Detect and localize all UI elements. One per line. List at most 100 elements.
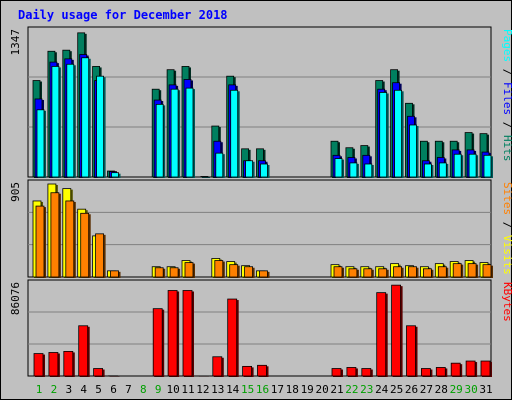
bar-sites-day-23 [363, 268, 373, 278]
bar-sites-day-22 [348, 268, 358, 278]
bar-kbytes-day-22 [346, 367, 357, 377]
x-tick-label: 27 [420, 383, 433, 396]
bar-kbytes-day-16 [257, 364, 267, 377]
x-tick-label: 22 [345, 383, 358, 396]
bar-sites-day-26 [408, 266, 417, 278]
x-tick-label: 25 [390, 383, 403, 396]
bar-kbytes-day-9 [152, 308, 163, 377]
bar-sites-day-10 [169, 267, 179, 278]
bar-kbytes-day-27 [420, 368, 431, 377]
bar-kbytes-day-28 [435, 367, 446, 377]
legend-hits-files-pages: Pages / Files / Hits [501, 29, 512, 162]
bar-pages-day-29 [453, 153, 462, 178]
legend-entry: Sites [501, 182, 512, 215]
bar-sites-day-16 [259, 270, 268, 278]
y-axis-max-label: 905 [9, 182, 22, 202]
x-tick-label: 1 [36, 383, 43, 396]
x-tick-label: 12 [196, 383, 209, 396]
bar-pages-day-1 [36, 109, 45, 178]
x-tick-label: 20 [315, 383, 328, 396]
bar-kbytes-day-24 [376, 292, 387, 377]
x-tick-label: 14 [226, 383, 240, 396]
bar-kbytes-day-31 [480, 360, 491, 377]
bar-pages-day-21 [334, 158, 343, 178]
x-tick-label: 7 [125, 383, 132, 396]
bar-sites-day-31 [482, 264, 492, 278]
bar-kbytes-day-10 [167, 290, 178, 377]
bar-pages-day-28 [438, 162, 447, 178]
bar-sites-day-5 [95, 233, 104, 278]
bar-pages-day-6 [111, 172, 119, 178]
bar-pages-day-22 [349, 162, 358, 178]
bar-pages-day-9 [155, 103, 164, 178]
legend-entry: / [501, 215, 512, 235]
chart-title: Daily usage for December 2018 [18, 8, 228, 22]
bar-sites-day-2 [50, 192, 60, 278]
bar-pages-day-2 [51, 66, 60, 178]
x-tick-label: 6 [110, 383, 117, 396]
x-tick-label: 28 [435, 383, 448, 396]
bar-sites-day-30 [467, 263, 477, 278]
bar-sites-day-28 [437, 266, 447, 278]
bar-kbytes-day-15 [242, 365, 253, 377]
bar-pages-day-24 [379, 92, 388, 178]
x-tick-label: 29 [450, 383, 463, 396]
bar-kbytes-day-21 [331, 368, 342, 377]
bar-pages-day-3 [66, 63, 75, 178]
legend-entry: Visits [501, 235, 512, 275]
bar-sites-day-25 [393, 266, 403, 278]
bar-sites-day-14 [229, 264, 239, 278]
bar-sites-day-24 [378, 268, 388, 278]
bar-sites-day-3 [65, 200, 75, 278]
legend-entry: / [501, 115, 512, 135]
x-tick-label: 31 [479, 383, 492, 396]
bar-pages-day-26 [409, 124, 417, 178]
bar-sites-day-15 [244, 266, 254, 278]
x-tick-label: 30 [464, 383, 477, 396]
plot-area-kbytes [27, 279, 492, 377]
bar-pages-day-5 [96, 75, 104, 178]
bar-pages-day-14 [230, 89, 239, 178]
bar-sites-day-6 [110, 270, 119, 278]
x-tick-label: 19 [301, 383, 314, 396]
x-tick-label: 15 [241, 383, 254, 396]
bar-shadow [201, 177, 210, 178]
bar-sites-day-21 [333, 266, 343, 278]
x-tick-label: 5 [95, 383, 102, 396]
bar-kbytes-day-5 [93, 368, 103, 377]
bar-kbytes-day-4 [78, 325, 89, 377]
bar-kbytes-day-14 [227, 298, 238, 377]
bar-kbytes-day-1 [33, 353, 44, 377]
x-tick-label: 26 [405, 383, 418, 396]
bar-sites-day-13 [214, 260, 224, 278]
x-tick-label: 23 [360, 383, 373, 396]
bar-kbytes-day-3 [63, 351, 74, 377]
legend-entry: Pages [501, 29, 512, 62]
bar-kbytes-day-23 [361, 368, 372, 377]
bar-pages-day-15 [245, 160, 254, 178]
bar-kbytes-day-26 [406, 325, 416, 377]
x-tick-label: 16 [256, 383, 269, 396]
x-tick-label: 17 [271, 383, 284, 396]
bar-pages-day-25 [394, 89, 403, 178]
bar-pages-day-16 [260, 163, 268, 178]
bar-pages-day-13 [215, 152, 224, 178]
bar-pages-day-4 [81, 57, 90, 178]
bar-pages-day-12 [200, 176, 209, 178]
bar-pages-day-11 [185, 87, 194, 178]
bar-kbytes-day-30 [465, 360, 476, 377]
bar-sites-day-9 [154, 267, 164, 278]
x-tick-label: 10 [166, 383, 179, 396]
x-tick-label: 13 [211, 383, 224, 396]
bar-sites-day-4 [80, 212, 90, 278]
bar-sites-day-1 [35, 205, 45, 278]
x-tick-label: 9 [155, 383, 162, 396]
bar-kbytes-day-25 [391, 284, 402, 377]
y-axis-max-label: 1347 [9, 29, 22, 56]
bar-sites-day-27 [422, 268, 432, 278]
x-tick-label: 24 [375, 383, 389, 396]
x-tick-label: 8 [140, 383, 147, 396]
bar-pages-day-10 [170, 88, 179, 178]
legend-entry: Files [501, 82, 512, 115]
